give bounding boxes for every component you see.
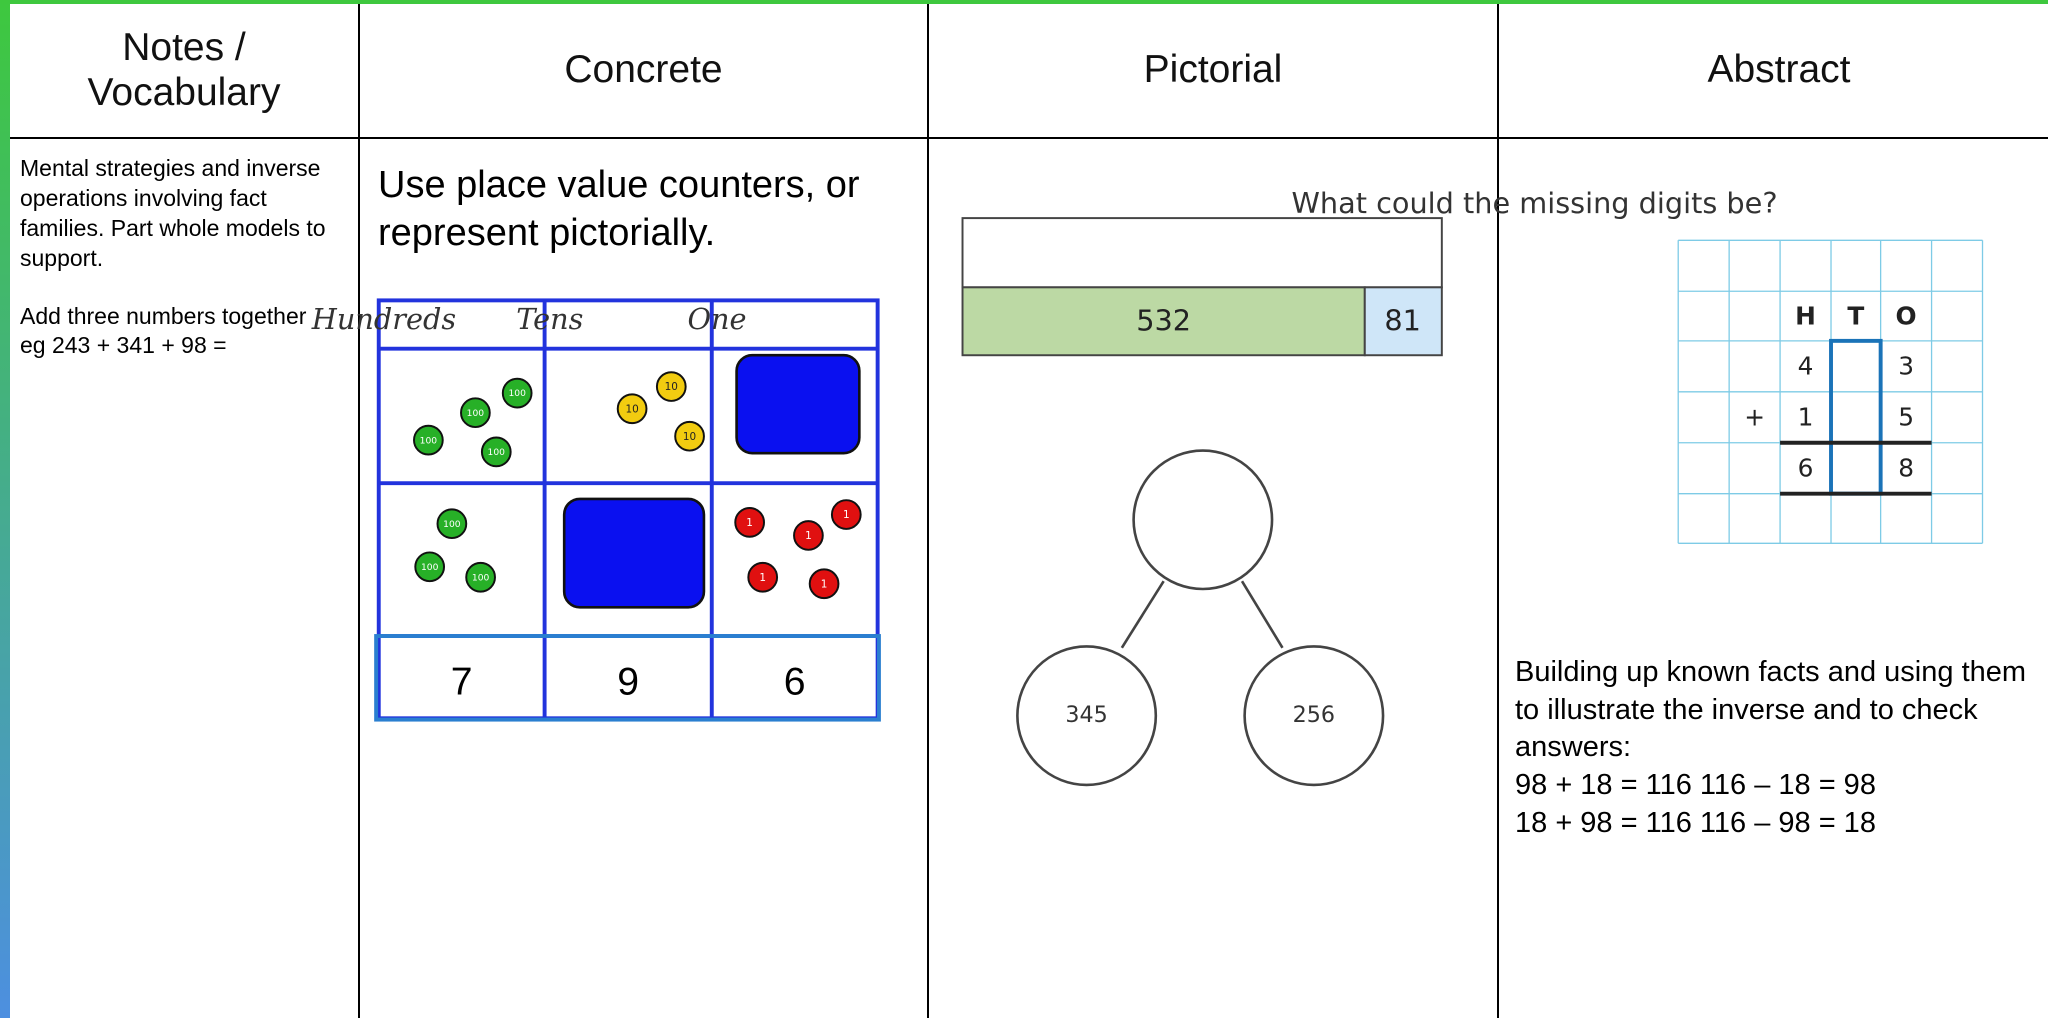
note: Mental strategies and inverse operations… — [20, 155, 326, 271]
question: What could the missing digits be? — [1292, 186, 1778, 220]
note: eg 243 + 341 + 98 = — [20, 332, 227, 359]
explanation: Building up known facts and using them t… — [1515, 656, 2027, 764]
note: Add three numbers together — [20, 302, 307, 329]
counter — [480, 436, 512, 468]
column-header: Notes / Vocabulary — [87, 25, 281, 114]
column-rule — [1497, 4, 1499, 1018]
bar-whole — [961, 217, 1443, 289]
digit: 5 — [1898, 403, 1914, 432]
slide: Notes / Vocabulary Concrete Pictorial Ab… — [10, 4, 2048, 1018]
bar-label: 81 — [1384, 304, 1421, 338]
counter-label: 1 — [759, 572, 766, 584]
counter — [414, 551, 446, 583]
whole-circle — [1132, 449, 1274, 591]
counter — [734, 507, 765, 538]
instruction: Use place value counters, or represent p… — [378, 164, 860, 254]
part-label: 256 — [1293, 702, 1335, 728]
counter-label: 100 — [472, 573, 490, 583]
grid-header: O — [1896, 301, 1917, 330]
empty-counter-block — [735, 353, 861, 455]
counter-label: 100 — [443, 520, 461, 530]
pv-totals-frame — [374, 634, 881, 722]
part-label: 345 — [1065, 702, 1107, 728]
bar-part — [1363, 286, 1443, 357]
pv-total: 6 — [784, 661, 806, 704]
operator: + — [1744, 403, 1765, 432]
digit: 8 — [1898, 454, 1914, 483]
counter — [465, 561, 496, 593]
counter-label: 10 — [665, 381, 678, 393]
digit: 6 — [1798, 454, 1814, 483]
counter-label: 10 — [683, 431, 696, 443]
pv-header: Tens — [516, 302, 583, 336]
notes: Mental strategies and inverse operations… — [20, 154, 340, 389]
counter — [830, 499, 862, 530]
digit: 1 — [1798, 403, 1814, 432]
counter — [674, 420, 705, 452]
grid-header: T — [1847, 301, 1864, 330]
empty-counter-block — [562, 497, 706, 609]
counter — [413, 424, 444, 456]
digit: 3 — [1898, 352, 1914, 381]
digit: 4 — [1798, 352, 1814, 381]
counter-label: 100 — [420, 436, 438, 446]
connector — [1120, 580, 1165, 649]
counter-label: 100 — [421, 563, 439, 573]
pv-header: Hundreds — [311, 302, 456, 336]
pv-total: 7 — [451, 661, 473, 704]
pv-total: 9 — [617, 661, 639, 704]
counter-label: 100 — [488, 448, 506, 458]
counter — [460, 397, 491, 429]
counter — [747, 561, 779, 593]
counter-label: 10 — [625, 403, 638, 415]
bar-part — [961, 286, 1366, 357]
counter-label: 100 — [467, 409, 485, 419]
counter — [436, 508, 468, 540]
counter — [616, 393, 648, 425]
counter — [808, 568, 840, 600]
column-header: Abstract — [1707, 48, 1851, 92]
counter-label: 1 — [746, 517, 753, 529]
counter-label: 1 — [821, 578, 828, 590]
column-header: Pictorial — [1143, 48, 1283, 92]
header-rule — [10, 137, 2048, 139]
column-rule — [358, 4, 360, 1018]
counter-label: 1 — [805, 530, 812, 542]
column-rule — [927, 4, 929, 1018]
fact: 98 + 18 = 116 116 – 18 = 98 — [1515, 769, 1876, 802]
column-header: Concrete — [564, 48, 723, 92]
counter — [501, 377, 533, 409]
pv-header: One — [687, 302, 746, 336]
fact: 18 + 98 = 116 116 – 98 = 18 — [1515, 806, 1876, 839]
missing-digits — [1829, 338, 1883, 496]
counter — [655, 371, 687, 402]
grid-header: H — [1795, 301, 1816, 330]
counter-label: 1 — [843, 509, 850, 521]
counter-label: 100 — [508, 389, 526, 399]
part-circle — [1016, 645, 1158, 787]
connector — [1240, 580, 1284, 649]
bar-label: 532 — [1136, 304, 1191, 338]
part-circle — [1243, 645, 1385, 787]
illustrations: Hundreds 7 Tens 9 One 6 100 100 100 100 100 100 100 1… — [311, 186, 1984, 787]
explanation-block: Building up known facts and using them t… — [1515, 654, 2045, 842]
counter — [793, 520, 824, 551]
